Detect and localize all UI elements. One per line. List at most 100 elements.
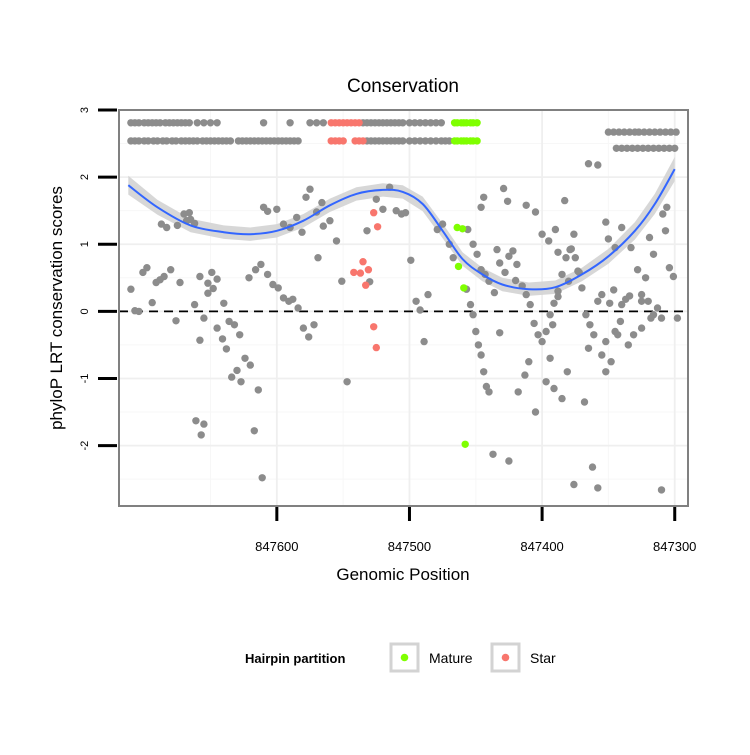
data-point-mature <box>460 284 468 292</box>
data-point-mature <box>473 119 481 127</box>
data-point-other <box>615 128 623 136</box>
data-point-other <box>505 252 513 260</box>
data-point-other <box>673 314 682 322</box>
data-point-other <box>200 119 208 127</box>
data-point-other <box>594 484 602 492</box>
data-point-other <box>251 266 260 274</box>
data-point-other <box>445 137 453 145</box>
data-point-other <box>193 119 201 127</box>
legend-item-star: Star <box>490 642 556 673</box>
data-point-other <box>503 197 512 205</box>
data-point-other <box>236 331 244 339</box>
data-point-other <box>474 341 483 349</box>
legend-dot-star <box>501 653 510 662</box>
data-point-other <box>499 184 508 193</box>
data-point-other <box>584 160 593 168</box>
data-point-other <box>665 144 674 152</box>
data-point-other <box>200 314 208 322</box>
data-point-other <box>570 230 578 238</box>
data-point-other <box>173 221 182 230</box>
data-point-other <box>237 378 245 386</box>
data-point-other <box>657 486 666 494</box>
data-point-other <box>522 290 530 299</box>
data-point-other <box>319 222 327 230</box>
series-other <box>127 119 682 494</box>
data-point-other <box>606 299 614 307</box>
data-point-star <box>362 281 370 289</box>
x-tick-label: 847400 <box>520 539 563 554</box>
data-point-other <box>578 284 586 292</box>
data-point-other <box>490 288 499 297</box>
data-point-star <box>373 223 382 231</box>
data-point-other <box>496 259 504 267</box>
data-point-other <box>190 300 199 309</box>
y-tick-label: 2 <box>79 174 91 180</box>
data-point-other <box>522 201 530 209</box>
data-point-other <box>612 144 621 152</box>
data-point-other <box>314 254 322 262</box>
data-point-other <box>607 358 615 366</box>
data-point-other <box>420 337 428 346</box>
data-point-other <box>326 217 334 225</box>
data-point-other <box>558 270 566 279</box>
smooth-line <box>127 168 676 291</box>
data-point-other <box>209 284 217 293</box>
data-point-other <box>222 345 231 353</box>
x-axis-label: Genomic Position <box>336 565 469 584</box>
data-point-other <box>160 272 168 281</box>
data-point-other <box>521 371 529 379</box>
data-point-other <box>259 119 268 127</box>
legend-item-mature: Mature <box>389 642 473 673</box>
data-point-other <box>312 119 321 127</box>
legend-label-star: Star <box>530 650 556 666</box>
data-point-other <box>156 119 164 127</box>
data-point-other <box>421 119 430 127</box>
data-point-other <box>610 128 618 136</box>
data-point-other <box>526 300 534 309</box>
data-point-other <box>293 213 301 222</box>
data-point-other <box>289 295 297 303</box>
data-point-other <box>542 327 550 336</box>
data-point-other <box>143 264 151 272</box>
data-point-other <box>433 225 441 234</box>
x-axis: 847600 847500 847400 847300 <box>255 507 696 554</box>
data-point-other <box>332 237 341 245</box>
data-point-other <box>477 203 485 211</box>
data-point-other <box>135 119 143 127</box>
data-point-other <box>633 144 642 152</box>
data-point-other <box>258 474 266 482</box>
data-point-other <box>228 373 236 381</box>
data-point-other <box>157 220 166 228</box>
data-point-other <box>245 274 253 282</box>
data-point-other <box>204 279 212 287</box>
data-point-other <box>594 161 602 169</box>
data-point-other <box>416 137 424 145</box>
chart-title: Conservation <box>347 76 459 97</box>
data-point-other <box>135 307 143 316</box>
data-point-other <box>667 128 675 136</box>
data-point-mature <box>473 137 481 145</box>
data-point-other <box>501 268 509 277</box>
data-point-other <box>438 220 447 228</box>
data-point-mature <box>458 225 467 233</box>
data-point-other <box>639 144 647 152</box>
data-point-other <box>286 119 294 127</box>
data-point-other <box>399 137 407 145</box>
data-point-other <box>649 144 658 152</box>
y-tick-label: -1 <box>79 374 91 384</box>
data-point-other <box>602 218 610 226</box>
data-point-mature <box>454 262 463 271</box>
data-point-other <box>645 128 654 136</box>
data-point-other <box>294 304 302 312</box>
data-point-other <box>561 196 569 205</box>
data-point-other <box>598 290 606 299</box>
data-point-other <box>625 292 634 300</box>
data-point-other <box>618 223 626 232</box>
data-point-other <box>263 207 272 215</box>
data-point-other <box>554 248 562 256</box>
plot-background <box>119 110 688 506</box>
series-mature <box>450 119 481 448</box>
data-point-other <box>637 324 646 332</box>
data-point-other <box>661 128 670 136</box>
